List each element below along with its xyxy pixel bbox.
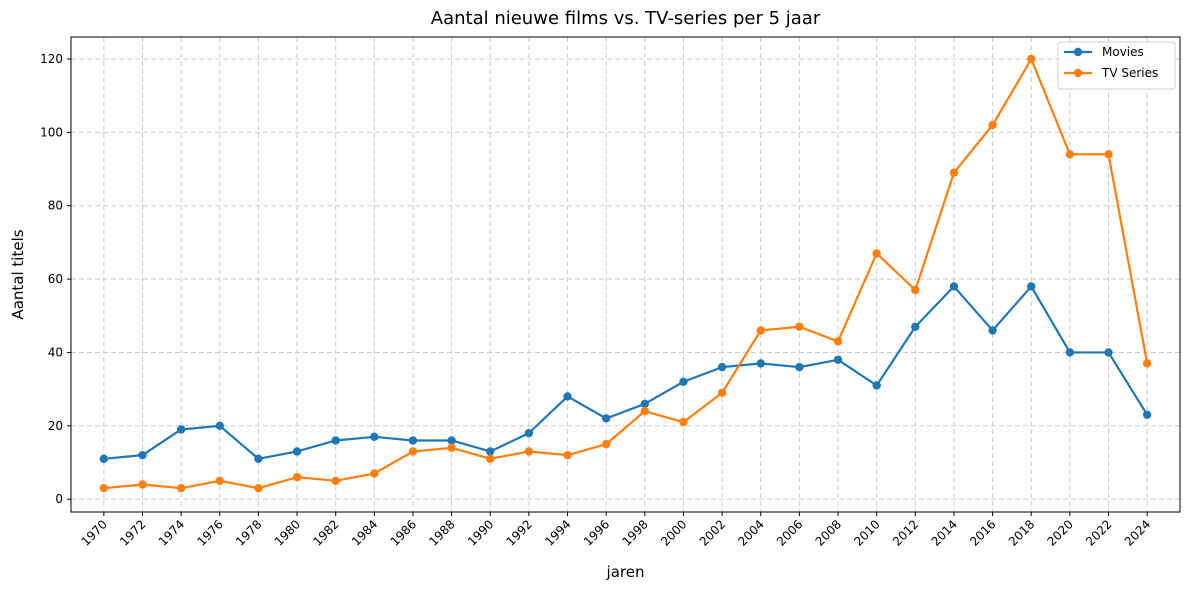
data-point	[215, 421, 224, 431]
data-point	[370, 432, 379, 442]
data-point	[99, 483, 109, 493]
data-point	[795, 322, 804, 331]
data-point	[679, 377, 688, 386]
y-tick-label: 60	[48, 272, 63, 286]
x-axis-label: jaren	[606, 563, 645, 581]
legend-box	[1057, 41, 1176, 90]
data-point	[988, 120, 997, 130]
data-point	[215, 476, 224, 486]
data-point	[988, 326, 997, 335]
data-point	[640, 406, 650, 416]
data-point	[833, 355, 843, 364]
data-point	[254, 483, 263, 493]
data-point	[756, 359, 765, 368]
data-point	[949, 282, 959, 291]
series-line-1	[103, 57, 1149, 490]
data-point	[292, 447, 302, 456]
data-point	[563, 392, 572, 401]
y-tick-label: 20	[48, 419, 63, 433]
data-point	[408, 436, 418, 445]
data-point	[138, 480, 147, 489]
y-tick-label: 40	[48, 345, 63, 359]
legend-marker	[1073, 47, 1083, 57]
legend-label: Movies	[1102, 45, 1144, 59]
data-point	[292, 472, 302, 482]
y-axis-label: Aantal titels	[9, 229, 27, 319]
legend: Movies TV Series	[1057, 41, 1176, 90]
data-point	[1104, 348, 1113, 357]
data-point	[370, 469, 379, 478]
data-point	[99, 454, 109, 464]
data-point	[563, 450, 572, 460]
y-tick-label: 120	[40, 52, 63, 66]
chart-title: Aantal nieuwe films vs. TV-series per 5 …	[431, 8, 821, 29]
data-point	[331, 436, 340, 445]
y-tick-label: 80	[48, 199, 63, 213]
data-point	[486, 447, 495, 456]
data-point	[176, 483, 186, 493]
y-tick-label: 100	[40, 125, 63, 139]
series-line-0	[103, 285, 1149, 460]
data-point	[331, 476, 340, 486]
data-point	[1027, 282, 1036, 291]
data-point	[911, 285, 920, 295]
data-point	[756, 326, 765, 335]
data-point	[1027, 54, 1036, 64]
data-point	[833, 337, 843, 346]
data-point	[601, 414, 611, 423]
data-point	[1065, 150, 1075, 159]
series-layer	[99, 54, 1152, 493]
data-point	[408, 447, 418, 456]
data-point	[795, 362, 804, 372]
legend-marker	[1073, 68, 1083, 78]
data-point	[717, 388, 727, 397]
data-point	[254, 454, 263, 464]
data-point	[911, 322, 920, 331]
data-point	[872, 381, 881, 390]
data-point	[138, 450, 147, 460]
data-point	[524, 447, 534, 456]
data-point	[447, 436, 456, 445]
data-point	[1065, 348, 1075, 357]
data-point	[601, 439, 611, 449]
y-tick-label: 0	[55, 492, 63, 506]
data-point	[447, 443, 456, 453]
data-point	[524, 428, 534, 438]
data-point	[717, 362, 727, 372]
data-point	[640, 399, 650, 408]
data-point	[872, 249, 881, 258]
data-point	[1104, 150, 1113, 159]
legend-label: TV Series	[1101, 66, 1158, 80]
data-point	[486, 454, 495, 464]
data-point	[176, 425, 186, 434]
data-point	[949, 168, 959, 177]
grid-layer	[71, 37, 1180, 512]
data-point	[1142, 359, 1152, 368]
plot-frame	[70, 36, 1181, 513]
data-point	[1142, 410, 1152, 419]
data-point	[679, 417, 688, 427]
